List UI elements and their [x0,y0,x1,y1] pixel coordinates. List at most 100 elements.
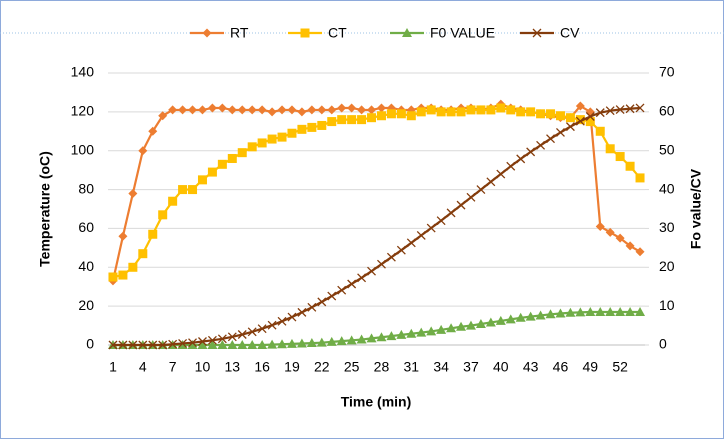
marker [496,103,506,113]
marker [297,307,307,317]
y-tick-label: 140 [71,64,95,80]
marker [456,321,467,331]
marker [237,330,247,339]
marker [406,328,417,338]
series [108,103,645,350]
marker [486,177,496,187]
marker [376,103,386,113]
x-tick-label: 7 [169,359,177,375]
marker [118,340,128,350]
marker [108,272,118,282]
y-tick-label: 60 [78,219,94,235]
legend-label: RT [230,25,249,41]
marker [635,247,645,257]
marker [585,117,595,127]
y2-tick-label: 10 [659,297,675,313]
marker [486,105,496,115]
marker [615,152,625,162]
marker [546,109,556,119]
marker [178,185,188,195]
marker [217,334,227,344]
x-tick-label: 10 [195,359,211,375]
marker [525,311,536,321]
marker [148,340,158,350]
marker [327,117,337,127]
x-tick-label: 37 [463,359,479,375]
marker [595,221,605,231]
marker [357,115,367,125]
marker [595,306,606,316]
marker [475,319,486,329]
marker [396,109,406,119]
marker [277,339,288,349]
marker [595,126,605,136]
marker [317,105,327,115]
marker [406,238,416,248]
marker [456,107,466,117]
x-tick-label: 28 [374,359,390,375]
marker [337,103,347,113]
marker [466,192,476,202]
marker [357,273,367,283]
marker [506,105,516,115]
marker [168,339,178,349]
y-tick-label: 80 [78,180,94,196]
y2-tick-label: 60 [659,103,675,119]
y-tick-label: 100 [71,141,95,157]
marker [306,338,317,348]
marker [168,105,178,115]
marker [227,153,237,163]
marker [217,103,227,113]
marker [188,338,197,348]
marker [426,326,437,336]
marker [317,297,327,307]
marker [108,340,118,350]
marker [436,324,447,334]
marker [436,107,446,117]
marker [615,233,625,243]
marker [267,107,277,117]
marker [456,200,466,210]
marker [396,329,407,339]
marker [376,332,387,342]
marker [148,126,158,136]
marker [356,334,367,344]
marker [327,105,337,115]
marker [615,105,625,114]
y2-tick-label: 50 [659,141,675,157]
marker [277,316,287,326]
marker [307,302,317,312]
marker [426,105,436,115]
marker [476,105,486,115]
y2-tick-label: 30 [659,219,675,235]
y-tick-label: 120 [71,103,95,119]
marker [178,105,188,115]
marker [585,112,595,121]
marker [128,340,138,350]
marker [416,230,426,240]
marker [426,223,436,233]
marker [247,105,257,115]
x-tick-label: 16 [254,359,270,375]
marker [516,154,526,164]
y-axis-title: Temperature (oC) [37,151,53,267]
marker [357,105,367,115]
marker [187,340,198,349]
marker [128,188,138,198]
marker [297,107,307,117]
marker [625,306,636,316]
x-tick-label: 43 [523,359,539,375]
marker [366,333,377,343]
legend-marker [532,28,542,38]
marker [406,111,416,121]
legend-label: F0 VALUE [430,25,495,41]
marker [575,116,585,126]
marker [247,340,258,349]
marker [287,128,297,138]
marker [466,105,476,115]
marker [257,340,268,349]
marker [605,106,615,116]
x-tick-label: 34 [433,359,449,375]
marker [247,327,257,337]
marker [317,120,327,130]
